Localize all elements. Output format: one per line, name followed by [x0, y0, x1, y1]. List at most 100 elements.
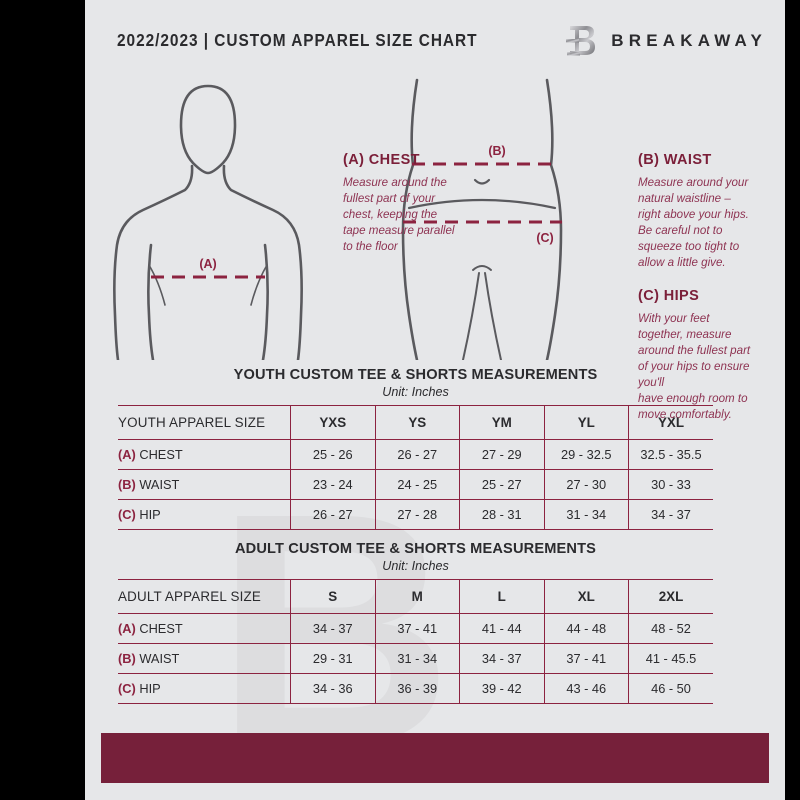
table-row: (C) HIP 26 - 27 27 - 28 28 - 31 31 - 34 …	[118, 499, 713, 530]
adult-row-label-hip: (C) HIP	[118, 673, 291, 704]
youth-chest-ym: 27 - 29	[459, 439, 545, 470]
adult-size-col-0: S	[290, 579, 376, 614]
adult-size-col-1: M	[375, 579, 460, 614]
row-tag: (B)	[118, 477, 136, 492]
youth-size-col-0: YXS	[290, 405, 376, 440]
row-name: CHEST	[139, 621, 183, 636]
breakaway-b-logo-icon	[566, 26, 596, 56]
page-title: 2022/2023 | CUSTOM APPAREL SIZE CHART	[117, 30, 478, 50]
adult-size-table: ADULT APPAREL SIZE S M L XL 2XL (A) CHES…	[118, 579, 713, 704]
row-tag: (B)	[118, 651, 136, 666]
left-inner-leg	[462, 272, 480, 360]
youth-chest-yxs: 25 - 26	[290, 439, 376, 470]
adult-table-title: ADULT CUSTOM TEE & SHORTS MEASUREMENTS	[234, 541, 597, 557]
adult-waist-2xl: 41 - 45.5	[628, 643, 713, 674]
youth-waist-yxl: 30 - 33	[628, 469, 713, 500]
adult-size-col-4: 2XL	[628, 579, 713, 614]
row-name: HIP	[139, 681, 161, 696]
size-chart-page: B 2022/2023 | CUSTOM APPAREL SIZE CHART …	[85, 0, 785, 800]
row-name: WAIST	[139, 651, 180, 666]
head-outline	[179, 84, 237, 175]
adult-waist-xl: 37 - 41	[544, 643, 629, 674]
footer-bar	[101, 733, 769, 783]
adult-row-label-waist: (B) WAIST	[118, 643, 291, 674]
callout-chest: (A) CHEST Measure around the fullest par…	[343, 152, 491, 255]
row-name: HIP	[139, 507, 161, 522]
adult-waist-l: 34 - 37	[459, 643, 545, 674]
row-tag: (A)	[118, 621, 136, 636]
adult-waist-m: 31 - 34	[375, 643, 460, 674]
adult-waist-s: 29 - 31	[290, 643, 376, 674]
right-arm-crease	[250, 264, 268, 306]
youth-chest-ys: 26 - 27	[375, 439, 460, 470]
youth-size-col-4: YXL	[628, 405, 713, 440]
youth-row-label-chest: (A) CHEST	[118, 439, 291, 470]
youth-chest-yl: 29 - 32.5	[544, 439, 629, 470]
adult-row-label-chest: (A) CHEST	[118, 613, 291, 644]
callout-waist: (B) WAIST Measure around your natural wa…	[638, 152, 778, 271]
right-inner-leg	[484, 272, 502, 360]
row-tag: (A)	[118, 447, 136, 462]
youth-row-label-waist: (B) WAIST	[118, 469, 291, 500]
table-header-row: YOUTH APPAREL SIZE YXS YS YM YL YXL	[118, 405, 713, 440]
waist-measure-label: (B)	[488, 144, 505, 158]
youth-size-col-1: YS	[375, 405, 460, 440]
callout-hips-body: With your feet together, measure around …	[638, 312, 751, 421]
right-body-outline	[222, 164, 303, 360]
adult-hip-2xl: 46 - 50	[628, 673, 713, 704]
table-row: (B) WAIST 23 - 24 24 - 25 25 - 27 27 - 3…	[118, 469, 713, 500]
row-name: CHEST	[139, 447, 183, 462]
right-hip-outline	[545, 78, 563, 360]
youth-waist-ym: 25 - 27	[459, 469, 545, 500]
hip-measure-label: (C)	[536, 231, 553, 245]
row-tag: (C)	[118, 507, 136, 522]
youth-row-label-hip: (C) HIP	[118, 499, 291, 530]
youth-chest-yxl: 32.5 - 35.5	[628, 439, 713, 470]
youth-hip-yxl: 34 - 37	[628, 499, 713, 530]
adult-chest-xl: 44 - 48	[544, 613, 629, 644]
youth-hip-yl: 31 - 34	[544, 499, 629, 530]
table-header-row: ADULT APPAREL SIZE S M L XL 2XL	[118, 579, 713, 614]
adult-table-unit: Unit: Inches	[382, 559, 449, 573]
navel-mark	[473, 178, 491, 185]
callout-waist-body: Measure around your natural waistline – …	[638, 176, 749, 269]
lower-body-figure: (B) (C)	[401, 78, 563, 360]
adult-hip-m: 36 - 39	[375, 673, 460, 704]
adult-chest-m: 37 - 41	[375, 613, 460, 644]
youth-hip-ys: 27 - 28	[375, 499, 460, 530]
youth-size-table: YOUTH APPAREL SIZE YXS YS YM YL YXL (A) …	[118, 405, 713, 530]
adult-size-header: ADULT APPAREL SIZE	[118, 579, 291, 614]
right-torso-edge	[261, 243, 269, 360]
table-row: (A) CHEST 25 - 26 26 - 27 27 - 29 29 - 3…	[118, 439, 713, 470]
row-name: WAIST	[139, 477, 180, 492]
callout-chest-body: Measure around the fullest part of your …	[343, 176, 455, 253]
callout-hips-title: (C) HIPS	[638, 288, 700, 304]
figure-illustrations: (A) (B) (C)	[85, 70, 785, 421]
table-row: (C) HIP 34 - 36 36 - 39 39 - 42 43 - 46 …	[118, 673, 713, 704]
upper-body-figure: (A)	[113, 84, 303, 360]
page-header: 2022/2023 | CUSTOM APPAREL SIZE CHART BR…	[85, 0, 785, 72]
left-body-outline	[113, 164, 194, 360]
callout-chest-title: (A) CHEST	[343, 152, 420, 168]
callout-waist-title: (B) WAIST	[638, 152, 712, 168]
adult-hip-s: 34 - 36	[290, 673, 376, 704]
table-row: (A) CHEST 34 - 37 37 - 41 41 - 44 44 - 4…	[118, 613, 713, 644]
chest-measure-label: (A)	[199, 257, 216, 271]
adult-hip-xl: 43 - 46	[544, 673, 629, 704]
adult-hip-l: 39 - 42	[459, 673, 545, 704]
adult-chest-l: 41 - 44	[459, 613, 545, 644]
youth-table-section: YOUTH CUSTOM TEE & SHORTS MEASUREMENTS U…	[118, 367, 713, 530]
adult-chest-2xl: 48 - 52	[628, 613, 713, 644]
adult-table-section: ADULT CUSTOM TEE & SHORTS MEASUREMENTS U…	[118, 541, 713, 704]
youth-waist-ys: 24 - 25	[375, 469, 460, 500]
youth-hip-ym: 28 - 31	[459, 499, 545, 530]
adult-chest-s: 34 - 37	[290, 613, 376, 644]
table-row: (B) WAIST 29 - 31 31 - 34 34 - 37 37 - 4…	[118, 643, 713, 674]
youth-size-header: YOUTH APPAREL SIZE	[118, 405, 291, 440]
adult-size-col-3: XL	[544, 579, 629, 614]
brand-name: BREAKAWAY	[611, 31, 767, 50]
left-arm-crease	[148, 264, 166, 306]
row-tag: (C)	[118, 681, 136, 696]
adult-size-col-2: L	[459, 579, 545, 614]
left-torso-edge	[147, 243, 155, 360]
